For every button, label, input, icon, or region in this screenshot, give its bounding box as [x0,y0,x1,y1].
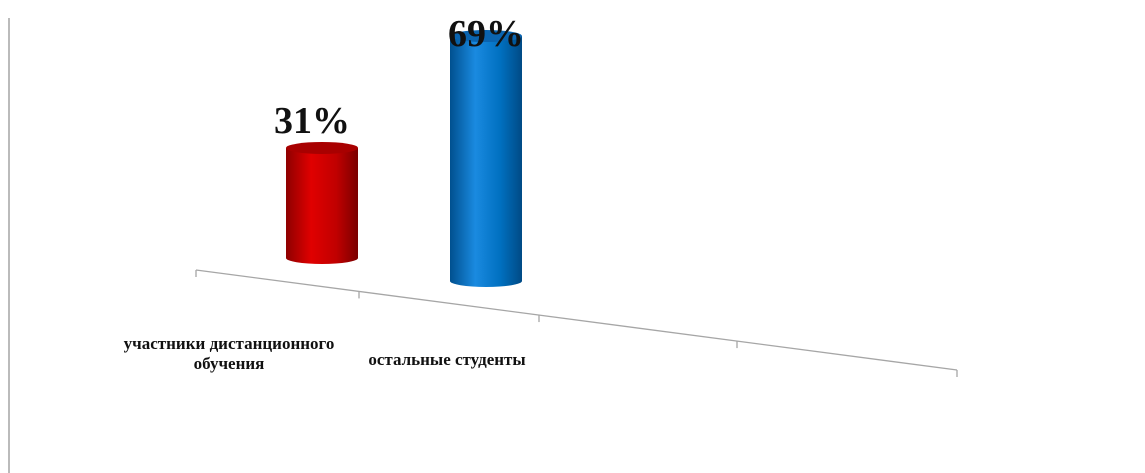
category-label-1: участники дистанционного обучения [124,334,335,373]
labels-group: 31% 69% участники дистанционного обучения ос… [124,13,526,373]
bar-2 [450,30,522,287]
category-label-line: остальные студенты [368,350,525,369]
bar-top [286,141,358,154]
bar-body [286,147,358,264]
x-axis [195,269,958,377]
bar-top [450,30,522,43]
bar-1 [286,141,358,264]
x-axis-line [195,269,958,371]
category-label-line: участники дистанционного [124,334,335,353]
data-label-2: 69% [448,13,524,55]
bar-body [450,36,522,287]
category-label-2: остальные студенты [368,350,525,369]
data-label-1: 31% [274,100,350,142]
category-label-line: обучения [194,354,265,373]
bars-group [286,30,522,287]
